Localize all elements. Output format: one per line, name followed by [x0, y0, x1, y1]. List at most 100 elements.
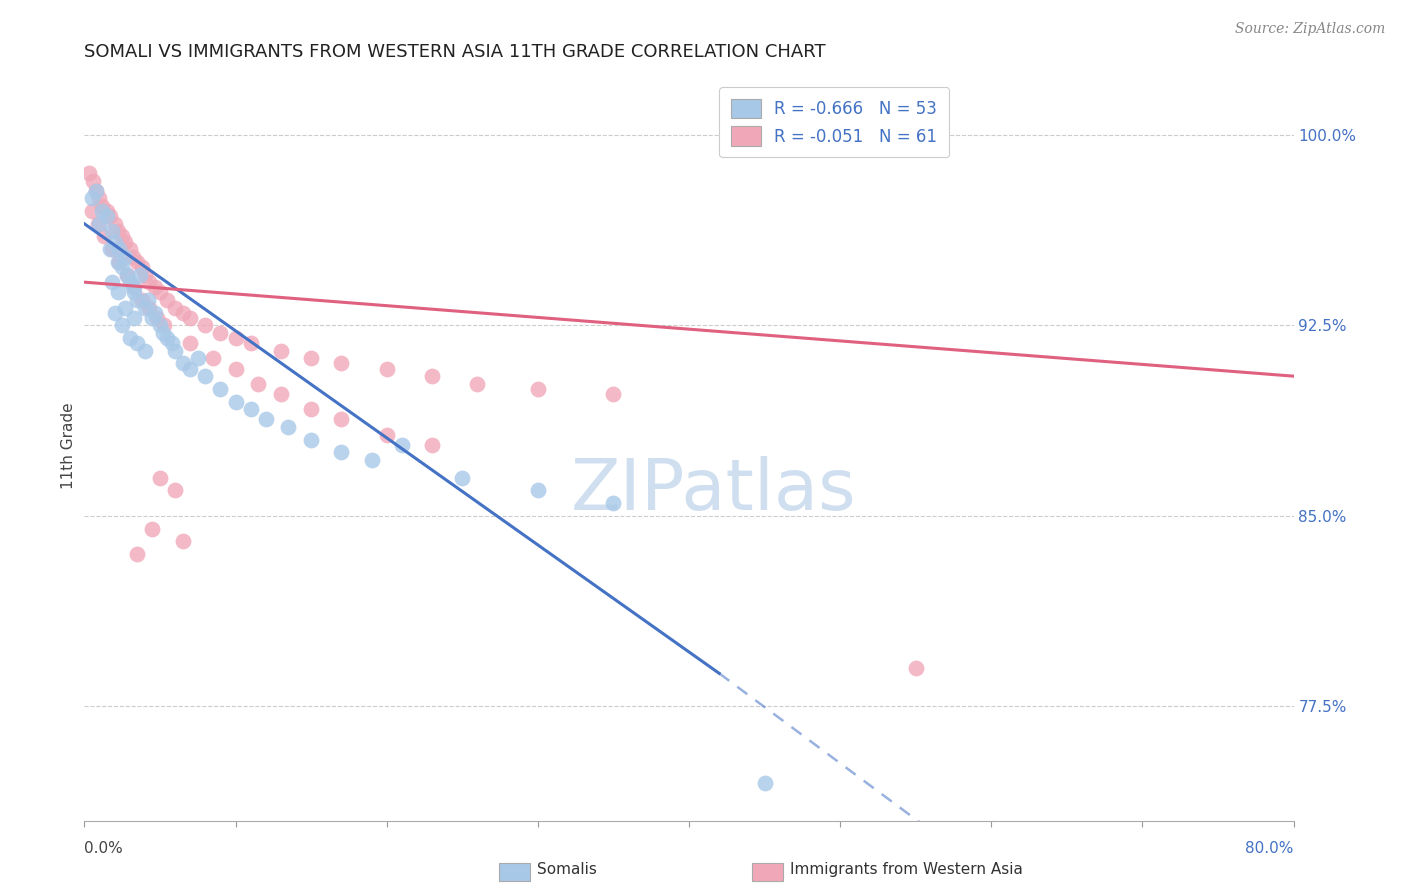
Point — [239, 402, 262, 417]
Text: ZIPatlas: ZIPatlas — [571, 457, 856, 525]
Text: Immigrants from Western Asia: Immigrants from Western Asia — [790, 863, 1024, 877]
Point — [91, 199, 114, 213]
Point — [121, 280, 143, 294]
Point — [149, 285, 172, 300]
Point — [179, 361, 201, 376]
Point — [330, 445, 353, 459]
Point — [165, 343, 187, 358]
Point — [86, 184, 108, 198]
Point — [127, 293, 149, 307]
Point — [107, 224, 129, 238]
Text: SOMALI VS IMMIGRANTS FROM WESTERN ASIA 11TH GRADE CORRELATION CHART: SOMALI VS IMMIGRANTS FROM WESTERN ASIA 1… — [84, 44, 825, 62]
Point — [299, 433, 322, 447]
Point — [108, 255, 131, 269]
Point — [179, 336, 201, 351]
Point — [375, 427, 398, 442]
Point — [131, 293, 153, 307]
Point — [149, 471, 172, 485]
Point — [80, 204, 103, 219]
Point — [89, 191, 111, 205]
Point — [375, 361, 398, 376]
Point — [201, 351, 224, 366]
Point — [225, 361, 247, 376]
Point — [104, 306, 127, 320]
Point — [451, 471, 474, 485]
Point — [904, 661, 927, 675]
Point — [129, 268, 152, 282]
Point — [330, 356, 353, 370]
Point — [225, 331, 247, 345]
Y-axis label: 11th Grade: 11th Grade — [60, 402, 76, 490]
Point — [330, 412, 353, 426]
Point — [239, 336, 262, 351]
Point — [187, 351, 209, 366]
Point — [270, 387, 292, 401]
Point — [118, 242, 141, 256]
Point — [100, 242, 122, 256]
Point — [141, 522, 163, 536]
Point — [111, 318, 134, 333]
Point — [156, 293, 179, 307]
Point — [160, 336, 183, 351]
Point — [225, 394, 247, 409]
Text: Somalis: Somalis — [537, 863, 598, 877]
Point — [754, 775, 776, 789]
Point — [138, 301, 160, 315]
Point — [80, 191, 103, 205]
Point — [108, 242, 131, 256]
Point — [86, 184, 108, 198]
Text: 0.0%: 0.0% — [84, 841, 124, 856]
Point — [114, 250, 136, 264]
Point — [82, 173, 104, 187]
Point — [118, 275, 141, 289]
Point — [136, 293, 159, 307]
Point — [98, 242, 121, 256]
Point — [420, 438, 443, 452]
Point — [145, 306, 167, 320]
Point — [122, 285, 145, 300]
Point — [98, 209, 121, 223]
Point — [172, 356, 194, 370]
Point — [527, 382, 550, 396]
Point — [152, 326, 174, 340]
Point — [93, 229, 115, 244]
Point — [115, 268, 138, 282]
Point — [114, 301, 136, 315]
Point — [467, 376, 489, 391]
Point — [100, 224, 122, 238]
Point — [360, 453, 382, 467]
Point — [149, 318, 172, 333]
Point — [104, 235, 127, 249]
Point — [254, 412, 277, 426]
Point — [141, 310, 163, 325]
Point — [127, 336, 149, 351]
Point — [77, 166, 100, 180]
Point — [134, 343, 156, 358]
Point — [270, 343, 292, 358]
Point — [138, 275, 160, 289]
Point — [146, 310, 169, 325]
Point — [299, 402, 322, 417]
Point — [194, 318, 217, 333]
Point — [121, 250, 143, 264]
Point — [107, 255, 129, 269]
Point — [156, 331, 179, 345]
Point — [100, 275, 122, 289]
Point — [111, 229, 134, 244]
Point — [165, 483, 187, 498]
Point — [172, 534, 194, 549]
Point — [209, 326, 232, 340]
Point — [391, 438, 413, 452]
Point — [420, 369, 443, 384]
Point — [118, 331, 141, 345]
Point — [91, 204, 114, 219]
Point — [111, 260, 134, 274]
Point — [115, 268, 138, 282]
Point — [209, 382, 232, 396]
Point — [127, 255, 149, 269]
Text: Source: ZipAtlas.com: Source: ZipAtlas.com — [1234, 22, 1385, 37]
Text: 80.0%: 80.0% — [1246, 841, 1294, 856]
Point — [134, 268, 156, 282]
Point — [194, 369, 217, 384]
Legend: R = -0.666   N = 53, R = -0.051   N = 61: R = -0.666 N = 53, R = -0.051 N = 61 — [720, 87, 949, 157]
